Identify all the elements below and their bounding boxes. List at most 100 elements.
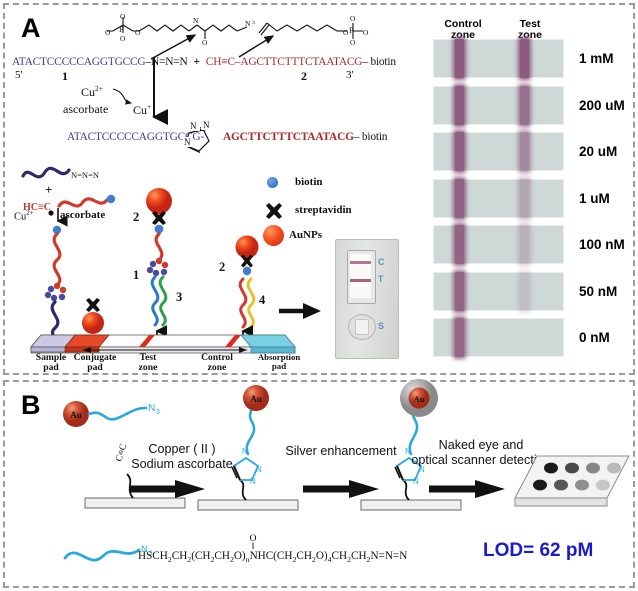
pad-label-test-zone: Test zone <box>138 352 158 373</box>
panel-a: A O O O O N O N 3 P <box>3 3 635 375</box>
formula-double-bond: ‖ <box>251 541 255 551</box>
svg-text:N: N <box>256 465 262 474</box>
strand-label-4: 4 <box>259 293 266 307</box>
test-band <box>520 225 529 264</box>
array-spot <box>565 462 579 474</box>
cassette-marker-t: T <box>378 274 384 284</box>
svg-text:N: N <box>190 121 197 131</box>
panel-a-letter: A <box>21 13 41 43</box>
svg-text:3: 3 <box>149 550 153 557</box>
control-band <box>455 178 464 218</box>
strand-2-sequence: AGCTTCTTTCTAATACG <box>240 56 363 68</box>
streptavidin-cross-icon <box>266 203 282 219</box>
formula-carbonyl-oxygen: O <box>249 534 257 544</box>
copper-two-label: Cu2+ <box>81 84 103 99</box>
strand-label-2a: 2 <box>133 210 140 224</box>
svg-text:O: O <box>350 14 356 23</box>
array-spot <box>607 462 621 474</box>
reaction-down-arrow <box>152 57 168 125</box>
substrate-alkyne-1: C≡C <box>84 443 186 509</box>
svg-text:O: O <box>202 38 208 47</box>
strand-label-3: 3 <box>176 290 183 304</box>
pointer-arrow-azide <box>150 34 197 60</box>
strand-label-2b: 2 <box>219 260 226 274</box>
test-band <box>520 39 529 78</box>
concentration-label: 200 uM <box>579 97 625 113</box>
svg-text:N: N <box>419 465 425 474</box>
svg-text:3: 3 <box>156 409 160 416</box>
step-2-label: Silver enhancement <box>285 444 397 458</box>
svg-text:N: N <box>413 477 419 486</box>
panel-b-letter: B <box>21 390 41 420</box>
biotin-dot-icon <box>267 177 278 188</box>
product-sequence-right: AGCTTCTTTCTAATACG– biotin <box>223 131 388 143</box>
triazole-ring-structure: N N N <box>183 120 213 154</box>
legend-label-aunps: AuNPs <box>289 229 323 241</box>
panel-b: B Au N 3 C≡C Cop <box>3 379 635 588</box>
svg-text:P: P <box>349 26 354 35</box>
concentration-label: 50 nM <box>579 283 618 299</box>
control-band <box>455 225 464 264</box>
step-arrow-1 <box>129 480 205 498</box>
product-strand-1: ATACTCCCCCAGGTGCCG- <box>67 131 205 143</box>
pad-label-absorption: Absorption pad <box>257 352 301 371</box>
control-band <box>455 271 464 311</box>
test-band <box>520 178 529 218</box>
svg-text:O: O <box>363 28 369 37</box>
svg-text:N: N <box>242 447 248 456</box>
biotin-tag-label: – biotin <box>362 56 396 68</box>
svg-text:N: N <box>245 19 251 28</box>
legend-label-biotin: biotin <box>295 176 323 188</box>
lateral-flow-strip-diagram <box>30 334 296 354</box>
five-prime-label: 5' <box>15 69 23 81</box>
lod-value-label: LOD= 62 pM <box>483 540 594 561</box>
concentration-label: 20 uM <box>579 144 618 159</box>
array-spot <box>554 479 568 491</box>
plus-sign: + <box>193 56 201 68</box>
test-strip <box>433 318 564 357</box>
mechanism-ascorbate-label: ascorbate <box>60 209 106 221</box>
test-strip <box>433 225 564 264</box>
legend-label-streptavidin: streptavidin <box>295 204 352 216</box>
peg-linker-formula: HSCH2CH2(CH2CH2O)nNHC(CH2CH2O)4CH2CH2N=N… <box>138 550 408 565</box>
aunp-sphere-icon <box>263 225 284 246</box>
concentration-label: 1 uM <box>579 190 610 206</box>
svg-text:N: N <box>141 544 148 555</box>
test-strip <box>433 178 564 218</box>
array-spot <box>586 462 600 474</box>
aunp-duplex-complex-2 <box>235 235 259 329</box>
pad-label-conjugate: Conjugate pad <box>73 352 117 373</box>
svg-text:O: O <box>120 12 126 21</box>
control-band <box>455 39 464 78</box>
substrate-silver-enhanced: N N N Au <box>360 379 462 511</box>
cassette-photo: C T S <box>335 239 399 359</box>
svg-text:O: O <box>343 28 349 37</box>
strip-header-control-zone: Control zone <box>444 18 482 41</box>
azide-group-label: –N=N=N <box>145 56 188 68</box>
au-label-2: Au <box>250 394 262 404</box>
au-azide-probe: Au N 3 <box>63 401 160 427</box>
mechanism-copper-label: Cu2+ <box>14 209 34 223</box>
au-label-3: Au <box>414 394 425 404</box>
concentration-label: 100 nM <box>579 237 625 252</box>
strand-1-sequence: ATACTCCCCCAGGTGCCG <box>12 56 146 68</box>
svg-text:P: P <box>119 25 124 34</box>
three-prime-label: 3' <box>346 69 354 81</box>
catalyst-curve-arrow <box>112 88 133 105</box>
pad-label-control-zone: Control zone <box>201 352 233 373</box>
aunp-duplex-complex-1 <box>146 188 172 327</box>
test-strip <box>433 85 564 125</box>
test-strip <box>433 132 564 171</box>
cassette-marker-c: C <box>378 257 385 267</box>
svg-text:O: O <box>120 34 126 43</box>
copper-one-label: Cu+ <box>133 102 152 117</box>
svg-text:N: N <box>250 477 256 486</box>
product-sequence-line: ATACTCCCCCAGGTGCCG- <box>67 131 204 143</box>
test-strip <box>433 271 564 311</box>
test-band <box>520 85 529 125</box>
test-band <box>520 132 529 171</box>
svg-text:N=N=N: N=N=N <box>71 170 99 180</box>
concentration-label: 1 mM <box>579 51 614 66</box>
product-strand-2: AGCTTCTTTCTAATACG <box>223 131 354 143</box>
